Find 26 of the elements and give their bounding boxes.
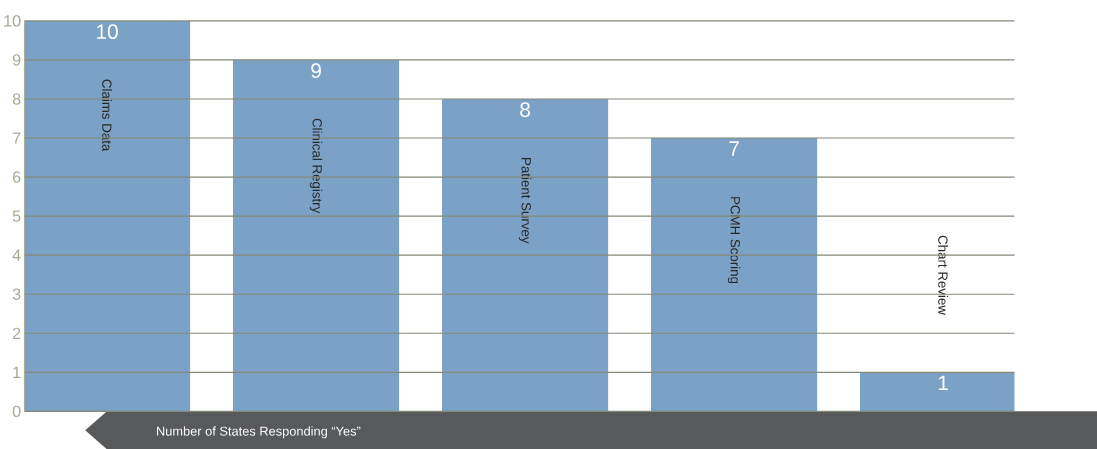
x-axis-title: Number of States Responding “Yes” [157,426,361,439]
bar [441,98,609,412]
y-tick-label: 3 [12,288,21,300]
x-tick-label: Claims Data [102,79,112,152]
x-tick-label: Clinical Registry [309,118,323,214]
y-tick-label: 6 [12,171,21,183]
x-tick-label: Chart Review [938,235,948,315]
y-tick-label: 4 [12,249,21,261]
x-tick-label: Patient Survey [518,157,532,244]
y-tick-label: 7 [12,132,21,144]
data-label: 1 [938,375,948,390]
y-tick-label: 2 [12,327,21,339]
y-tick-label: 10 [4,14,21,27]
bar [651,137,818,412]
x-tick-label: PCMH Scoring [727,196,741,283]
y-tick-label: 8 [12,93,21,105]
data-label: 8 [520,102,530,117]
y-tick-label: 0 [12,405,21,417]
bar [232,59,400,412]
bar [24,20,191,412]
y-tick-label: 1 [13,366,21,378]
data-label: 7 [729,141,739,156]
y-tick-label: 5 [12,210,21,222]
y-tick-label: 9 [12,54,21,66]
data-label: 9 [311,63,321,78]
data-label: 10 [96,24,118,39]
